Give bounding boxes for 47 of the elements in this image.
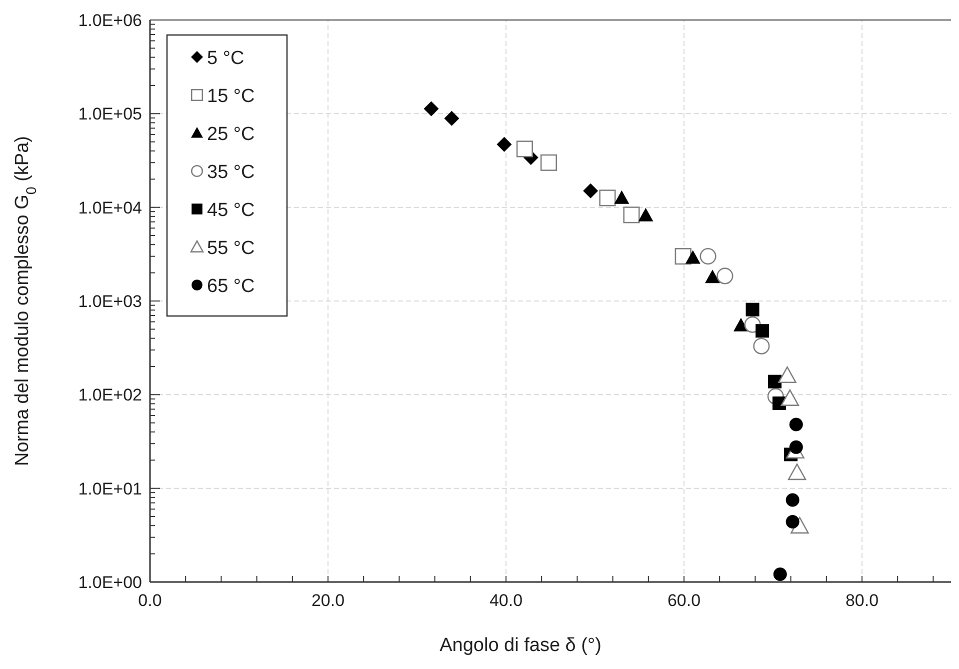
x-axis-title: Angolo di fase δ (°) [440, 635, 602, 656]
point [583, 183, 598, 198]
x-tick-label: 80.0 [845, 591, 879, 610]
point [496, 136, 512, 152]
x-tick-label: 40.0 [489, 591, 523, 610]
point [614, 190, 630, 204]
point [753, 338, 770, 354]
y-tick-label: 1.0E+05 [78, 104, 142, 124]
legend-label: 55 °C [207, 238, 255, 259]
legend-label: 35 °C [207, 162, 255, 183]
point [716, 268, 734, 284]
point [700, 248, 716, 265]
y-tick-label: 1.0E+04 [78, 198, 142, 218]
point [768, 374, 782, 388]
point [424, 101, 439, 116]
point [780, 389, 800, 406]
y-tick-label: 1.0E+02 [78, 386, 142, 405]
legend-label: 15 °C [207, 86, 255, 107]
point [778, 366, 796, 383]
x-tick-label: 0.0 [138, 591, 162, 610]
legend-label: 65 °C [207, 276, 255, 297]
point [623, 206, 640, 224]
legend-label: 25 °C [207, 124, 255, 145]
point [789, 418, 803, 432]
point [685, 250, 700, 264]
x-tick-label: 20.0 [311, 591, 345, 610]
point [540, 154, 558, 171]
legend-label: 5 °C [207, 48, 244, 69]
y-tick-label: 1.0E+01 [78, 479, 142, 498]
y-tick-label: 1.0E+06 [78, 11, 142, 30]
y-tick-label: 1.0E+03 [78, 292, 142, 311]
point [704, 270, 720, 284]
point [756, 324, 770, 338]
legend-label: 45 °C [207, 200, 255, 221]
point [773, 567, 787, 581]
point [746, 302, 760, 316]
x-tick-label: 60.0 [667, 591, 701, 610]
point [786, 514, 800, 528]
y-tick-label: 1.0E+00 [78, 573, 142, 592]
point [599, 190, 616, 206]
point [444, 110, 460, 126]
point [516, 140, 533, 158]
point [733, 318, 748, 332]
point [786, 493, 800, 507]
point [789, 440, 803, 454]
point [788, 464, 806, 480]
point [638, 208, 654, 222]
